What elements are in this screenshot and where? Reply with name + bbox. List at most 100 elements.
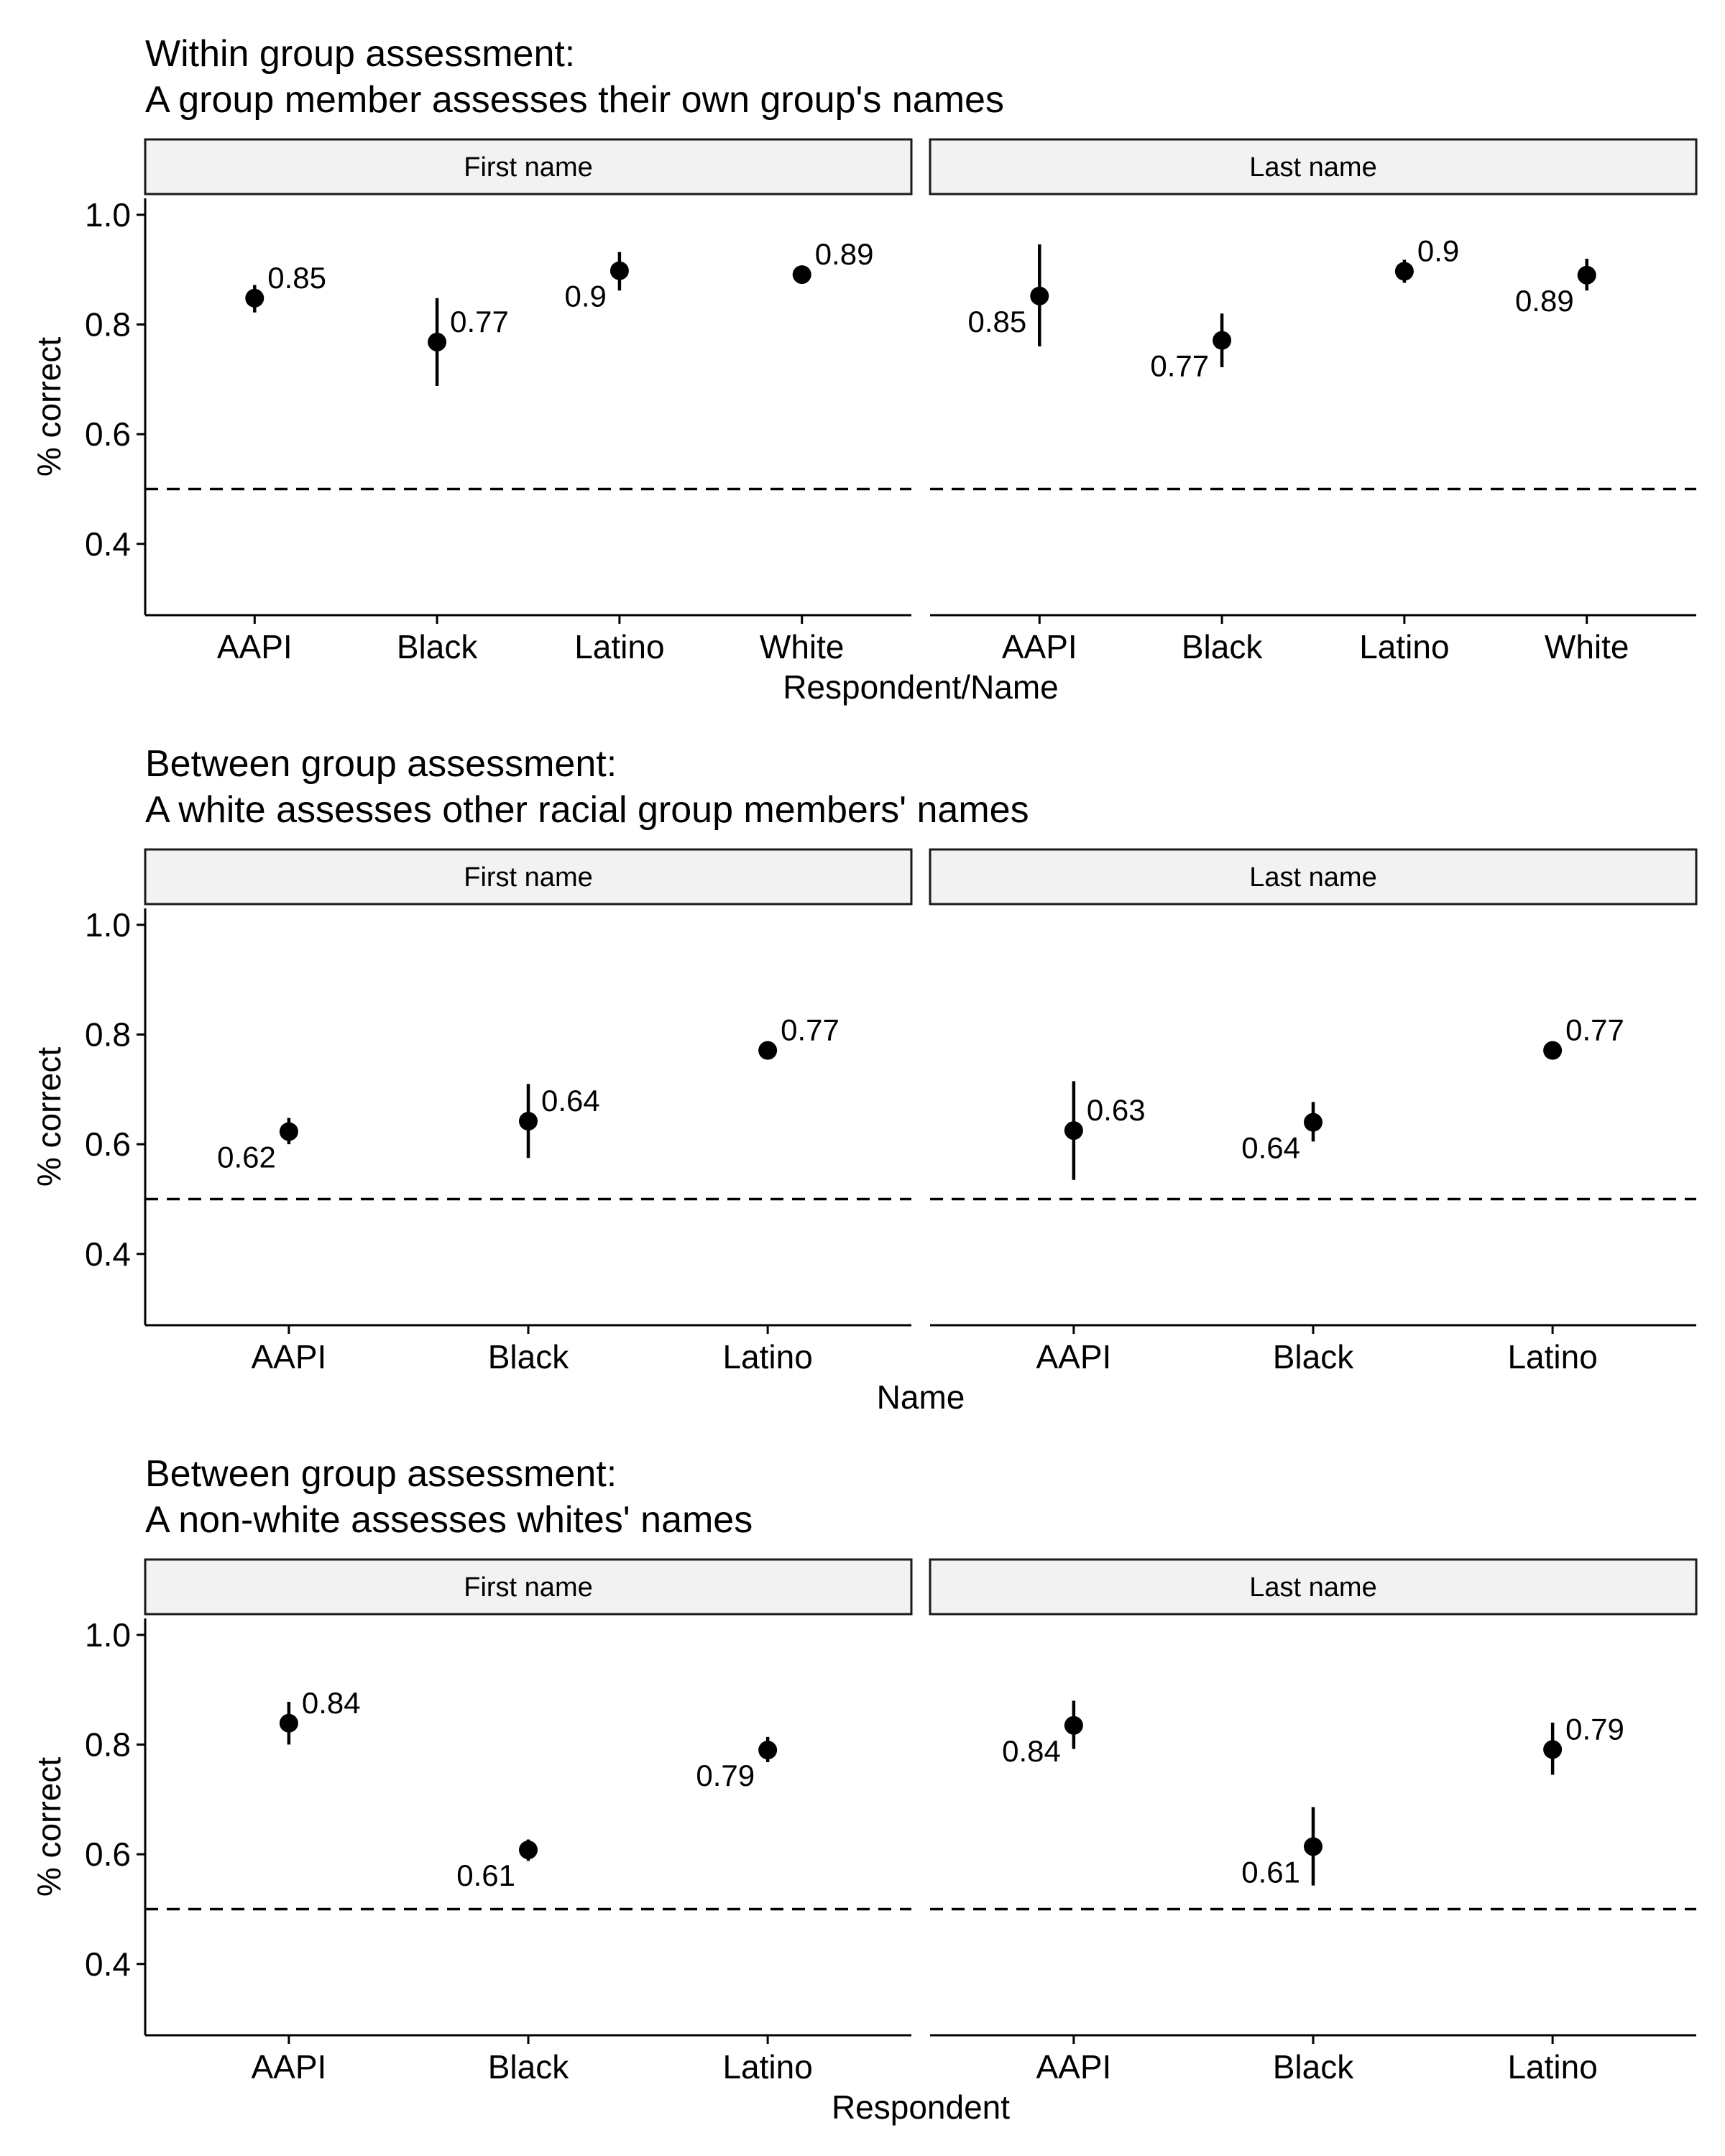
- y-tick-label: 0.8: [85, 1016, 131, 1054]
- data-label: 0.79: [696, 1759, 755, 1792]
- x-tick-label-aapi: AAPI: [1036, 1338, 1111, 1376]
- x-axis-title: Respondent/Name: [783, 668, 1059, 706]
- y-tick-label: 1.0: [85, 196, 131, 234]
- data-point: [1543, 1740, 1563, 1759]
- data-label: 0.84: [1002, 1734, 1061, 1768]
- facet-panel-first-name: First name AAPI Black Latino White 0.85 0.77 0.…: [144, 138, 913, 665]
- y-tick-label: 0.8: [85, 1726, 131, 1764]
- chart-title-line-2: A white assesses other racial group memb…: [145, 789, 1029, 831]
- y-axis-title: % correct: [30, 337, 68, 476]
- y-tick-label: 0.6: [85, 1125, 131, 1163]
- x-tick-label-latino: Latino: [1359, 628, 1449, 665]
- x-tick-label-aapi: AAPI: [1002, 628, 1077, 665]
- data-point: [519, 1841, 538, 1860]
- x-tick-label-black: Black: [1273, 1338, 1354, 1376]
- data-point: [279, 1122, 298, 1141]
- data-point: [1064, 1121, 1083, 1141]
- facet-panel-first-name: First name AAPI Black Latino 0.84 0.61 0.79: [144, 1558, 913, 2086]
- data-point: [792, 265, 811, 285]
- chart-title-line-1: Between group assessment:: [145, 743, 617, 785]
- chart-title-line-1: Between group assessment:: [145, 1453, 617, 1495]
- x-tick-label-latino: Latino: [722, 1338, 812, 1376]
- data-label: 0.84: [302, 1686, 361, 1720]
- x-tick-label-black: Black: [397, 628, 478, 665]
- facet-strip: [929, 138, 1698, 195]
- y-axis-title: % correct: [30, 1757, 68, 1897]
- data-label: 0.61: [1241, 1855, 1300, 1889]
- y-tick-label: 0.4: [85, 525, 131, 563]
- facet-strip: [144, 1558, 913, 1616]
- y-tick-label: 1.0: [85, 906, 131, 944]
- chart-title-line-1: Within group assessment:: [145, 33, 575, 75]
- x-axis-title: Name: [877, 1378, 965, 1416]
- data-label: 0.89: [815, 237, 874, 271]
- data-label: 0.77: [1565, 1013, 1624, 1047]
- data-label: 0.64: [541, 1084, 600, 1118]
- chart-title-line-2: A non-white assesses whites' names: [145, 1499, 753, 1541]
- data-point: [1304, 1837, 1322, 1856]
- y-axis-title: % correct: [30, 1047, 68, 1187]
- x-tick-label-latino: Latino: [1507, 1338, 1597, 1376]
- x-tick-label-latino: Latino: [1507, 2048, 1597, 2086]
- chart-title-line-2: A group member assesses their own group'…: [145, 79, 1004, 121]
- data-point: [1213, 331, 1232, 350]
- data-label: 0.64: [1241, 1131, 1300, 1165]
- facet-strip-label: Last name: [1249, 862, 1376, 893]
- x-tick-label-white: White: [1545, 628, 1629, 665]
- x-tick-label-black: Black: [1182, 628, 1263, 665]
- data-label: 0.79: [1565, 1712, 1624, 1746]
- y-tick-label: 0.8: [85, 306, 131, 344]
- x-tick-label-black: Black: [1273, 2048, 1354, 2086]
- data-label: 0.85: [267, 261, 326, 295]
- data-point: [758, 1041, 778, 1060]
- x-tick-label-aapi: AAPI: [251, 1338, 326, 1376]
- facet-strip: [929, 848, 1698, 906]
- x-tick-label-aapi: AAPI: [251, 2048, 326, 2086]
- data-point: [1064, 1715, 1083, 1735]
- x-tick-label-latino: Latino: [574, 628, 664, 665]
- y-tick-label: 0.6: [85, 1835, 131, 1873]
- facet-strip-label: First name: [464, 862, 592, 893]
- y-tick-label: 1.0: [85, 1616, 131, 1654]
- data-point: [1543, 1041, 1563, 1060]
- x-tick-label-black: Black: [488, 1338, 569, 1376]
- data-point: [1304, 1112, 1322, 1132]
- x-tick-label-black: Black: [488, 2048, 569, 2086]
- data-label: 0.9: [565, 280, 607, 313]
- data-label: 0.89: [1515, 284, 1574, 318]
- data-point: [279, 1713, 298, 1733]
- facet-strip: [144, 848, 913, 906]
- data-point: [519, 1112, 538, 1131]
- x-axis-title: Respondent: [832, 2088, 1010, 2126]
- data-label: 0.77: [450, 305, 509, 338]
- data-label: 0.9: [1417, 234, 1459, 268]
- data-point: [245, 288, 264, 308]
- x-tick-label-aapi: AAPI: [217, 628, 293, 665]
- data-label: 0.77: [781, 1013, 840, 1047]
- facet-strip-label: Last name: [1249, 1572, 1376, 1603]
- data-point: [1030, 286, 1049, 305]
- facet-strip: [144, 138, 913, 195]
- data-label: 0.61: [456, 1858, 515, 1892]
- data-label: 0.77: [1150, 349, 1209, 383]
- data-point: [428, 332, 447, 351]
- facet-strip-label: First name: [464, 1572, 592, 1603]
- facet-strip-label: Last name: [1249, 152, 1376, 183]
- chart-section-1: Within group assessment:A group member a…: [30, 33, 1698, 706]
- data-point: [1394, 262, 1414, 281]
- y-tick-label: 0.6: [85, 415, 131, 453]
- facet-strip-label: First name: [464, 152, 592, 183]
- facet-strip: [929, 1558, 1698, 1616]
- data-label: 0.85: [968, 305, 1027, 338]
- data-point: [610, 261, 629, 280]
- data-point: [1577, 265, 1596, 285]
- x-tick-label-latino: Latino: [722, 2048, 812, 2086]
- facet-panel-last-name: Last name AAPI Black Latino White 0.85 0.77 0.9…: [929, 138, 1698, 665]
- x-tick-label-white: White: [760, 628, 845, 665]
- facet-panel-last-name: Last name AAPI Black Latino 0.84 0.61 0.79: [929, 1558, 1698, 2086]
- chart-section-3: Between group assessment:A non-white ass…: [30, 1453, 1698, 2126]
- data-point: [758, 1741, 778, 1760]
- chart-section-2: Between group assessment:A white assesse…: [30, 743, 1698, 1416]
- facet-panel-last-name: Last name AAPI Black Latino 0.63 0.64 0.77: [929, 848, 1698, 1376]
